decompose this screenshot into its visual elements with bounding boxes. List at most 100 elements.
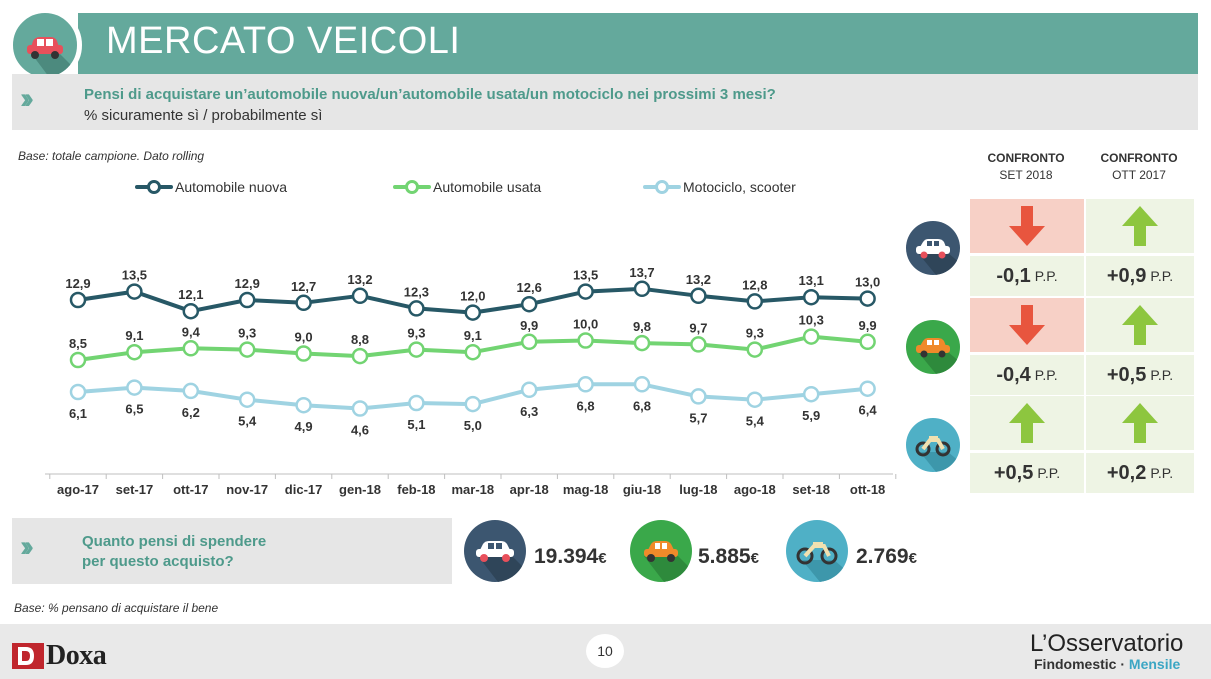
data-label: 6,3 [520, 404, 538, 419]
data-point [690, 287, 707, 305]
data-label: 12,9 [235, 276, 260, 291]
car-white-icon [464, 520, 526, 582]
delta-unit: P.P. [1034, 367, 1058, 383]
data-point [520, 295, 538, 313]
delta-value: +0,9 [1106, 264, 1147, 287]
question-text: Pensi di acquistare un’automobile nuova/… [84, 86, 776, 103]
data-label: 9,9 [859, 318, 877, 333]
title-band [78, 13, 1198, 75]
data-label: 9,1 [125, 328, 143, 343]
data-label: 5,1 [407, 417, 425, 432]
data-point [182, 340, 200, 357]
data-label: 13,1 [799, 273, 824, 288]
car-orange-icon [906, 320, 960, 374]
data-point [464, 304, 482, 321]
data-point [408, 394, 425, 412]
x-tick-label: set-18 [792, 482, 830, 497]
spend-question-line1: Quanto pensi di spendere [82, 533, 267, 550]
data-point [295, 396, 312, 414]
data-label: 12,8 [742, 277, 767, 292]
arrow-cell [1086, 298, 1194, 352]
question-subtitle: % sicuramente sì / probabilmente sì [84, 107, 323, 124]
chevron-right-icon: ›› [20, 530, 34, 563]
price-moto: 2.769€ [856, 545, 917, 569]
data-point [126, 283, 143, 300]
arrow-cell [1086, 199, 1194, 253]
data-point [408, 300, 425, 317]
data-label: 9,1 [464, 328, 482, 343]
data-point [126, 343, 143, 361]
data-point [351, 347, 369, 365]
data-label: 12,9 [65, 276, 90, 291]
legend-label: Automobile nuova [175, 179, 288, 195]
data-point [238, 341, 256, 358]
data-label: 6,4 [859, 403, 878, 418]
delta-value: +0,5 [993, 461, 1034, 484]
delta-value: +0,2 [1106, 461, 1147, 484]
x-tick-label: set-17 [116, 482, 154, 497]
data-point [295, 294, 312, 312]
data-label: 9,3 [407, 326, 425, 341]
data-point [577, 283, 594, 300]
delta-value-cell: +0,5 P.P. [970, 453, 1084, 493]
arrow-cell [970, 199, 1084, 253]
delta-value-cell: -0,4 P.P. [970, 355, 1084, 395]
data-label: 9,4 [182, 324, 201, 339]
data-label: 8,8 [351, 332, 369, 347]
x-tick-label: mar-18 [451, 482, 494, 497]
brand-subtitle: Findomestic · Mensile [1034, 656, 1180, 672]
data-label: 10,0 [573, 317, 598, 332]
data-label: 9,9 [520, 318, 538, 333]
x-tick-label: lug-18 [679, 482, 717, 497]
legend-swatch [135, 178, 173, 196]
brand-sub-b: Mensile [1128, 656, 1181, 672]
x-tick-label: ott-17 [173, 482, 208, 497]
delta-value: -0,1 [996, 264, 1031, 287]
data-label: 6,8 [633, 398, 651, 413]
car-white-icon [906, 221, 960, 275]
data-point [577, 332, 594, 349]
x-tick-label: feb-18 [397, 482, 435, 497]
delta-value-cell: +0,9 P.P. [1086, 256, 1194, 296]
arrow-up-icon [1009, 403, 1045, 443]
data-point [182, 302, 200, 320]
base-note: Base: totale campione. Dato rolling [18, 149, 205, 163]
data-point [520, 381, 538, 399]
page-number: 10 [586, 634, 624, 668]
delta-value: -0,4 [996, 363, 1031, 386]
comparison-header-ott2017: CONFRONTO OTT 2017 [1084, 150, 1194, 184]
legend-label: Motociclo, scooter [683, 179, 796, 195]
legend-item-auto-usata: Automobile usata [393, 178, 541, 196]
question-band [12, 74, 1198, 130]
data-label: 6,5 [125, 402, 143, 417]
delta-value: +0,5 [1106, 363, 1147, 386]
data-point [746, 391, 764, 408]
arrow-cell [970, 396, 1084, 450]
delta-unit: P.P. [1034, 268, 1058, 284]
base-note-2: Base: % pensano di acquistare il bene [14, 601, 219, 615]
arrow-down-icon [1009, 206, 1045, 246]
x-tick-label: dic-17 [285, 482, 323, 497]
delta-unit: P.P. [1150, 367, 1174, 383]
data-point [746, 341, 764, 358]
x-tick-label: ago-18 [734, 482, 776, 497]
data-label: 9,3 [238, 326, 256, 341]
legend-label: Automobile usata [433, 179, 542, 195]
data-label: 12,7 [291, 279, 316, 294]
page-title: MERCATO VEICOLI [106, 20, 461, 62]
data-label: 10,3 [799, 313, 824, 328]
data-label: 13,7 [629, 265, 654, 280]
price-value: 5.885 [698, 545, 751, 568]
arrow-cell [1086, 396, 1194, 450]
price-value: 19.394 [534, 545, 599, 568]
price-auto-usata: 5.885€ [698, 545, 759, 569]
data-point [69, 291, 87, 309]
data-point [633, 334, 651, 352]
data-label: 9,7 [689, 320, 707, 335]
data-label: 6,8 [577, 398, 595, 413]
data-point [802, 385, 820, 403]
legend-item-moto: Motociclo, scooter [643, 178, 796, 196]
arrow-down-icon [1009, 305, 1045, 345]
legend-swatch [643, 178, 681, 196]
data-label: 12,0 [460, 289, 485, 304]
